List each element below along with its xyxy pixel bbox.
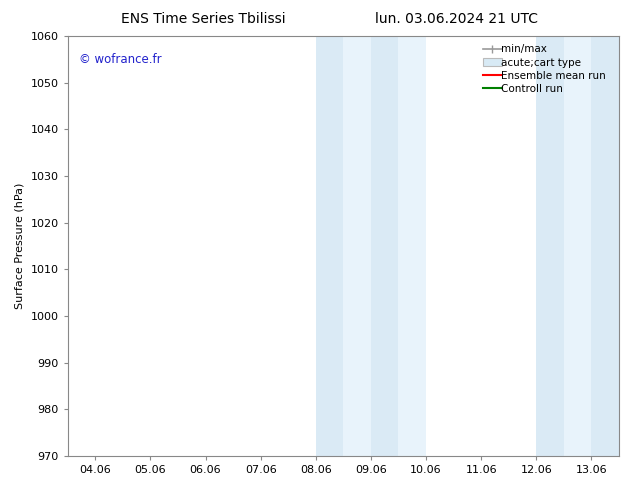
Legend: min/max, acute;cart type, Ensemble mean run, Controll run: min/max, acute;cart type, Ensemble mean … [480, 41, 614, 97]
Bar [536, 36, 564, 456]
Bar [399, 36, 426, 456]
Text: lun. 03.06.2024 21 UTC: lun. 03.06.2024 21 UTC [375, 12, 538, 26]
Text: © wofrance.fr: © wofrance.fr [79, 53, 162, 66]
Bar [344, 36, 371, 456]
Y-axis label: Surface Pressure (hPa): Surface Pressure (hPa) [15, 183, 25, 309]
Bar [316, 36, 344, 456]
Bar [371, 36, 399, 456]
Text: ENS Time Series Tbilissi: ENS Time Series Tbilissi [120, 12, 285, 26]
Bar [592, 36, 619, 456]
Bar [564, 36, 592, 456]
